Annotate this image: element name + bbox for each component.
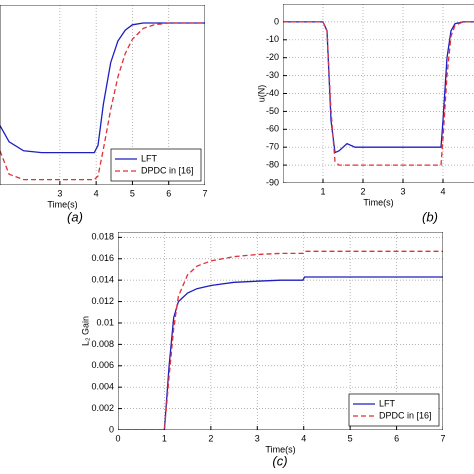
- x-tick-label: 3: [255, 433, 260, 443]
- y-tick-label: 0.002: [91, 403, 114, 413]
- x-tick-label: 0: [115, 433, 120, 443]
- series-line: [0, 22, 205, 181]
- caption: (c): [272, 453, 287, 468]
- y-tick-label: -20: [266, 52, 279, 62]
- plot: [0, 5, 205, 185]
- x-axis-label: Time(s): [47, 199, 77, 209]
- legend-label: LFT: [379, 398, 396, 408]
- series-line: [118, 276, 443, 430]
- y-tick-label: 0: [109, 424, 114, 434]
- series-line: [283, 21, 474, 154]
- series-line: [0, 22, 205, 154]
- plot: [283, 4, 474, 183]
- y-tick-label: 0: [274, 16, 279, 26]
- y-tick-label: 0.012: [91, 296, 114, 306]
- legend-box: [348, 393, 440, 427]
- y-tick-label: 0.004: [91, 382, 114, 392]
- legend-label: LFT: [141, 153, 158, 163]
- x-axis-label: Time(s): [265, 444, 295, 454]
- y-tick-label: 0.016: [91, 253, 114, 263]
- y-tick-label: 0.01: [96, 317, 114, 327]
- x-tick-label: 3: [400, 186, 405, 196]
- caption: (a): [67, 209, 83, 224]
- y-tick-label: -30: [266, 70, 279, 80]
- y-axis-label: L₂ Gain: [80, 316, 90, 346]
- series-line: [118, 250, 443, 430]
- y-tick-label: 0.014: [91, 275, 114, 285]
- x-tick-label: 5: [130, 188, 135, 198]
- y-tick-label: -60: [266, 124, 279, 134]
- series-line: [283, 21, 474, 166]
- x-tick-label: 3: [57, 188, 62, 198]
- y-tick-label: 0.008: [91, 339, 114, 349]
- x-tick-label: 4: [301, 433, 306, 443]
- legend-box: [110, 148, 202, 182]
- x-tick-label: 7: [440, 433, 445, 443]
- y-tick-label: -80: [266, 159, 279, 169]
- y-tick-label: -90: [266, 177, 279, 187]
- y-tick-label: 0.018: [91, 232, 114, 242]
- x-tick-label: 2: [360, 186, 365, 196]
- x-tick-label: 6: [166, 188, 171, 198]
- x-tick-label: 1: [162, 433, 167, 443]
- y-tick-label: -50: [266, 106, 279, 116]
- x-tick-label: 2: [208, 433, 213, 443]
- x-tick-label: 7: [202, 188, 207, 198]
- legend-label: DPDC in [16]: [141, 165, 194, 175]
- y-axis-label: u(N): [256, 85, 266, 103]
- x-tick-label: 4: [440, 186, 445, 196]
- legend-label: DPDC in [16]: [379, 410, 432, 420]
- x-tick-label: 1: [320, 186, 325, 196]
- y-tick-label: -40: [266, 88, 279, 98]
- x-tick-label: 5: [348, 433, 353, 443]
- x-tick-label: 6: [394, 433, 399, 443]
- x-tick-label: 4: [94, 188, 99, 198]
- y-tick-label: 0.006: [91, 360, 114, 370]
- caption: (b): [422, 209, 438, 224]
- y-tick-label: -70: [266, 142, 279, 152]
- x-axis-label: Time(s): [363, 197, 393, 207]
- plot: [118, 232, 443, 430]
- y-tick-label: -10: [266, 34, 279, 44]
